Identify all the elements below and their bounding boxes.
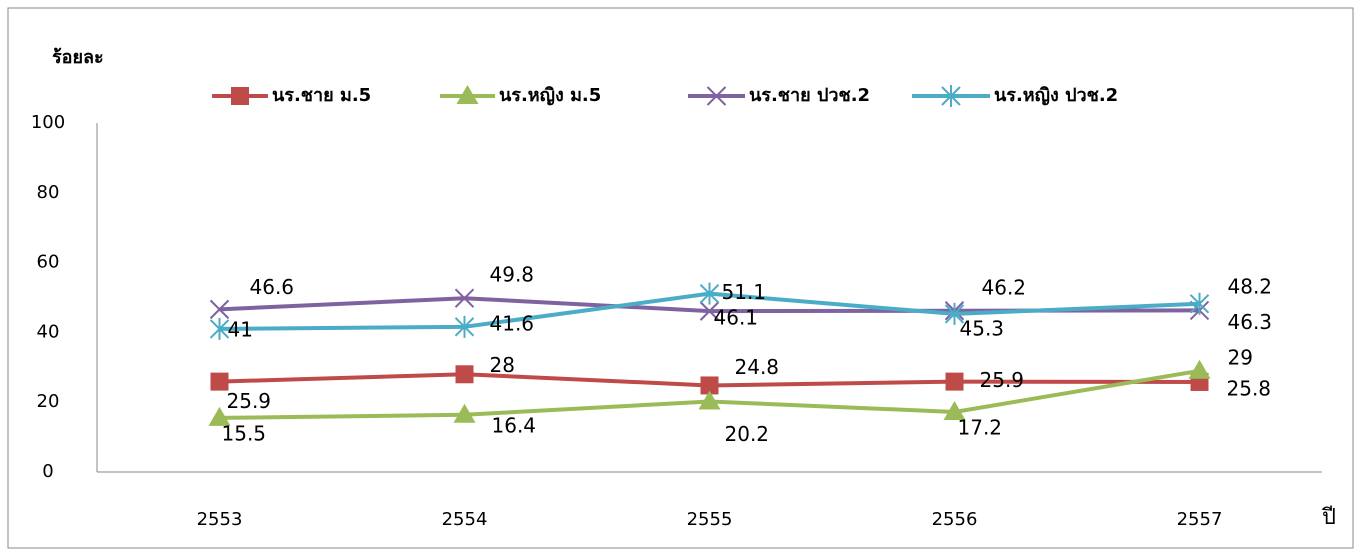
marker xyxy=(209,317,230,340)
x-tick-label: 2553 xyxy=(197,509,243,530)
data-label: 46.1 xyxy=(714,306,759,330)
legend-item: นร.ชาย ม.5 xyxy=(212,85,371,106)
marker xyxy=(210,372,229,391)
marker xyxy=(943,400,966,420)
x-axis-label: ปี xyxy=(1321,505,1336,530)
x-tick-label: 2556 xyxy=(932,509,978,530)
data-label: 25.9 xyxy=(227,389,272,413)
legend-marker xyxy=(941,85,961,107)
data-label: 45.3 xyxy=(960,316,1005,340)
data-label: 46.2 xyxy=(982,275,1027,299)
marker xyxy=(944,302,965,325)
y-tick-label: 0 xyxy=(42,461,53,482)
marker xyxy=(698,390,721,410)
data-label: 46.3 xyxy=(1228,310,1273,334)
legend-label: นร.หญิง ม.5 xyxy=(499,85,601,106)
x-tick-label: 2555 xyxy=(687,509,733,530)
data-label: 25.9 xyxy=(980,368,1025,392)
marker xyxy=(454,288,475,308)
marker xyxy=(208,406,231,426)
y-tick-label: 60 xyxy=(37,252,60,273)
data-label: 25.8 xyxy=(1227,376,1272,400)
legend-marker xyxy=(456,85,479,104)
y-tick-label: 20 xyxy=(37,391,60,412)
marker xyxy=(454,315,475,338)
data-label: 16.4 xyxy=(492,413,537,437)
y-tick-label: 100 xyxy=(31,112,65,133)
marker xyxy=(1189,292,1210,315)
series xyxy=(209,282,1210,340)
marker xyxy=(945,372,964,391)
marker xyxy=(453,403,476,423)
legend-label: นร.หญิง ปวช.2 xyxy=(994,85,1118,106)
marker xyxy=(700,376,719,395)
data-label: 46.6 xyxy=(250,275,295,299)
data-label: 17.2 xyxy=(958,415,1003,439)
y-tick-label: 80 xyxy=(37,182,60,203)
legend-marker xyxy=(231,87,249,105)
marker xyxy=(1188,359,1211,379)
legend-label: นร.ชาย ม.5 xyxy=(272,85,371,106)
data-label: 51.1 xyxy=(722,280,767,304)
data-label: 15.5 xyxy=(222,421,267,445)
data-label: 29 xyxy=(1228,345,1253,369)
legend-marker xyxy=(706,86,727,106)
legend-label: นร.ชาย ปวช.2 xyxy=(749,85,870,106)
data-label: 41 xyxy=(228,317,253,341)
marker xyxy=(699,301,720,321)
marker xyxy=(209,299,230,320)
data-label: 24.8 xyxy=(735,355,780,379)
marker xyxy=(455,365,474,384)
x-tick-label: 2557 xyxy=(1177,509,1223,530)
legend-item: นร.หญิง ม.5 xyxy=(440,85,601,106)
legend-item: นร.ชาย ปวช.2 xyxy=(688,85,870,106)
legend-item: นร.หญิง ปวช.2 xyxy=(912,85,1118,107)
x-tick-label: 2554 xyxy=(442,509,488,530)
data-label: 41.6 xyxy=(490,311,535,335)
data-label: 20.2 xyxy=(725,422,770,446)
y-axis-label: ร้อยละ xyxy=(52,47,104,68)
data-label: 48.2 xyxy=(1228,274,1273,298)
y-tick-label: 40 xyxy=(37,321,60,342)
data-label: 28 xyxy=(490,353,515,377)
chart-border xyxy=(7,7,1354,549)
data-label: 49.8 xyxy=(490,263,535,287)
marker xyxy=(699,282,720,305)
series xyxy=(208,359,1211,426)
